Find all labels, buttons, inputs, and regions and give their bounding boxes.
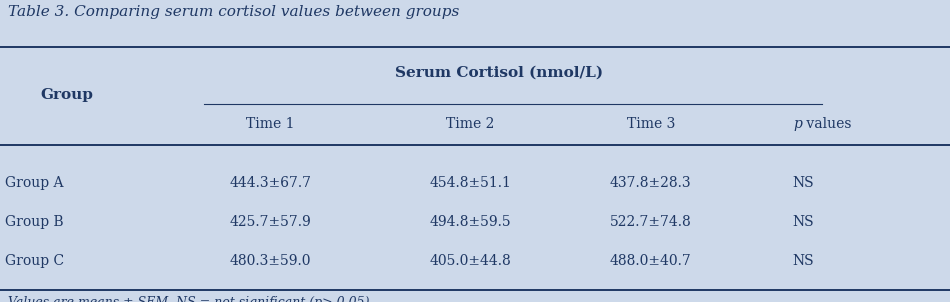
Text: Table 3. Comparing serum cortisol values between groups: Table 3. Comparing serum cortisol values… bbox=[8, 5, 459, 18]
Text: 494.8±59.5: 494.8±59.5 bbox=[429, 215, 511, 229]
Text: Group A: Group A bbox=[5, 176, 64, 190]
Text: Time 2: Time 2 bbox=[446, 117, 494, 131]
Text: NS: NS bbox=[792, 176, 813, 190]
Text: Time 1: Time 1 bbox=[246, 117, 295, 131]
Text: Time 3: Time 3 bbox=[627, 117, 674, 131]
Text: Group: Group bbox=[40, 88, 93, 102]
Text: NS: NS bbox=[792, 215, 813, 229]
Text: values: values bbox=[802, 117, 851, 131]
Text: 405.0±44.8: 405.0±44.8 bbox=[429, 254, 511, 268]
Text: Group B: Group B bbox=[5, 215, 64, 229]
Text: Values are means ± SEM. NS = not significant (p> 0.05): Values are means ± SEM. NS = not signifi… bbox=[8, 296, 370, 302]
Text: 522.7±74.8: 522.7±74.8 bbox=[610, 215, 692, 229]
Text: Group C: Group C bbox=[5, 254, 64, 268]
Text: 454.8±51.1: 454.8±51.1 bbox=[429, 176, 511, 190]
Text: 444.3±67.7: 444.3±67.7 bbox=[230, 176, 312, 190]
Text: 425.7±57.9: 425.7±57.9 bbox=[230, 215, 312, 229]
Text: 480.3±59.0: 480.3±59.0 bbox=[230, 254, 312, 268]
Text: p: p bbox=[793, 117, 802, 131]
Text: 437.8±28.3: 437.8±28.3 bbox=[610, 176, 692, 190]
Text: NS: NS bbox=[792, 254, 813, 268]
Text: Serum Cortisol (nmol/L): Serum Cortisol (nmol/L) bbox=[394, 66, 603, 79]
Text: 488.0±40.7: 488.0±40.7 bbox=[610, 254, 692, 268]
